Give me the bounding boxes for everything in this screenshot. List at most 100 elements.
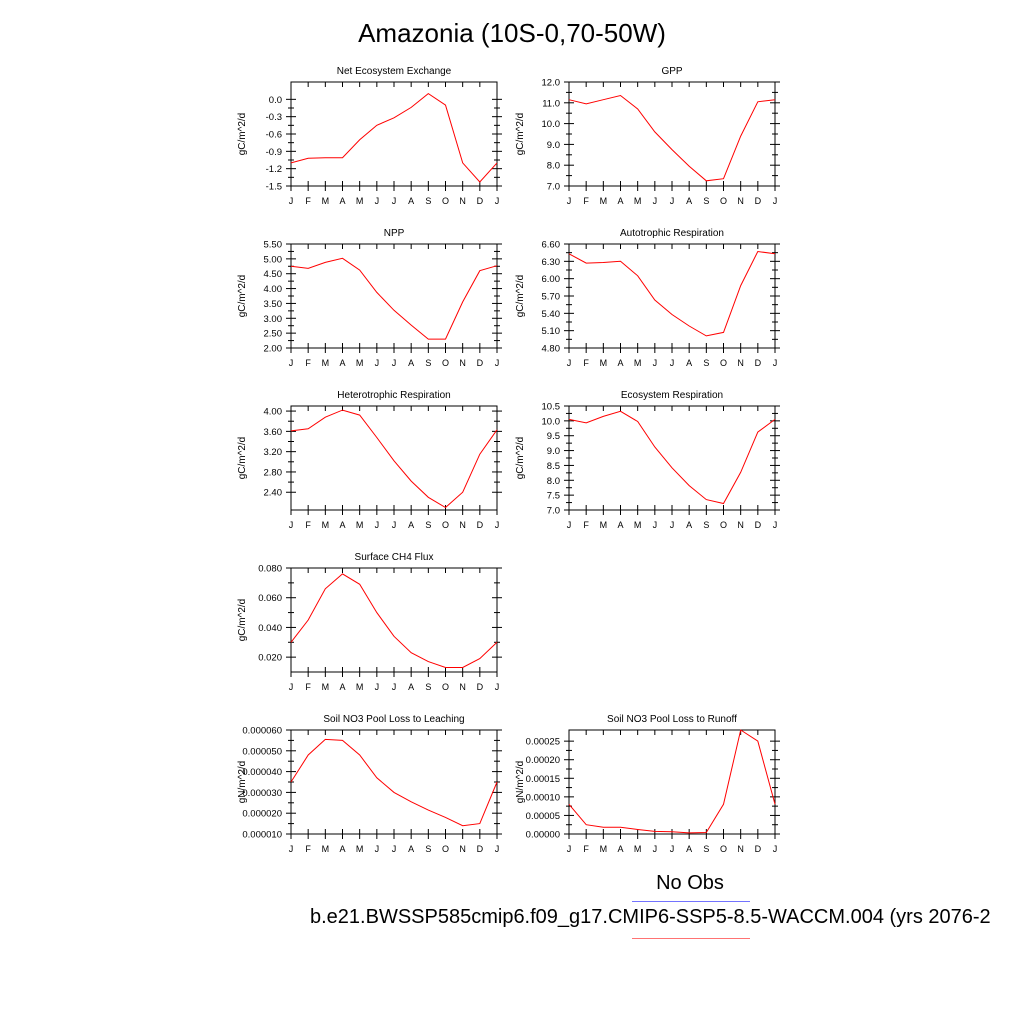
x-tick-label: O xyxy=(442,520,449,530)
x-tick-label: J xyxy=(495,196,500,206)
x-tick-label: A xyxy=(339,520,345,530)
plot-frame xyxy=(290,567,498,673)
panel-title: Soil NO3 Pool Loss to Runoff xyxy=(607,714,737,725)
x-tick-label: J xyxy=(392,358,397,368)
panel-title: Ecosystem Respiration xyxy=(621,390,723,401)
y-tick-label: 6.00 xyxy=(542,274,561,285)
x-tick-label: M xyxy=(322,844,330,854)
x-tick-label: O xyxy=(720,196,727,206)
y-tick-label: -1.5 xyxy=(266,182,282,193)
x-tick-label: A xyxy=(686,358,692,368)
y-tick-label: 2.40 xyxy=(264,488,283,499)
x-tick-label: N xyxy=(459,844,466,854)
x-tick-label: M xyxy=(356,844,364,854)
series-line xyxy=(568,250,776,337)
x-tick-label: O xyxy=(442,358,449,368)
y-tick-label: 3.50 xyxy=(264,299,283,310)
x-tick-label: M xyxy=(356,682,364,692)
x-tick-label: J xyxy=(289,844,294,854)
legend-obs-line xyxy=(632,901,750,902)
panel-title: GPP xyxy=(661,66,682,77)
y-tick-label: 0.080 xyxy=(258,564,282,575)
y-tick-label: 0.00020 xyxy=(526,755,560,766)
x-tick-label: N xyxy=(459,196,466,206)
x-tick-label: D xyxy=(477,682,484,692)
x-tick-label: D xyxy=(755,196,762,206)
x-tick-label: N xyxy=(737,196,744,206)
x-tick-label: A xyxy=(617,520,623,530)
x-tick-label: J xyxy=(567,196,572,206)
y-tick-label: 8.0 xyxy=(547,161,560,172)
x-tick-label: N xyxy=(459,358,466,368)
x-tick-label: D xyxy=(477,358,484,368)
panel-title: Heterotrophic Respiration xyxy=(337,390,450,401)
x-tick-label: O xyxy=(720,844,727,854)
x-tick-label: A xyxy=(617,358,623,368)
x-tick-label: M xyxy=(600,358,608,368)
x-tick-label: M xyxy=(600,196,608,206)
y-tick-label: 2.00 xyxy=(264,344,283,355)
x-tick-label: A xyxy=(686,520,692,530)
y-tick-label: 10.0 xyxy=(542,416,561,427)
y-axis-label: gN/m^2/d xyxy=(237,761,248,804)
series-line xyxy=(290,257,498,340)
plot-frame xyxy=(290,405,498,511)
panel-8: Soil NO3 Pool Loss to Leaching gN/m^2/d J F… xyxy=(237,714,502,854)
series-line xyxy=(568,729,776,834)
x-tick-label: J xyxy=(773,844,778,854)
x-tick-label: J xyxy=(289,358,294,368)
y-axis-label: gC/m^2/d xyxy=(237,113,248,156)
y-tick-label: 0.00005 xyxy=(526,811,560,822)
x-tick-label: N xyxy=(737,520,744,530)
x-tick-label: F xyxy=(583,358,589,368)
x-tick-label: M xyxy=(356,520,364,530)
y-tick-label: 0.000060 xyxy=(242,726,282,737)
y-axis-label: gC/m^2/d xyxy=(237,437,248,480)
y-tick-label: 3.00 xyxy=(264,314,283,325)
y-axis-label: gC/m^2/d xyxy=(237,599,248,642)
x-tick-label: F xyxy=(583,196,589,206)
x-tick-label: N xyxy=(737,844,744,854)
y-tick-label: 7.5 xyxy=(547,491,560,502)
x-tick-label: M xyxy=(634,844,642,854)
y-tick-label: 0.000040 xyxy=(242,767,282,778)
y-tick-label: 7.0 xyxy=(547,506,560,517)
y-axis-label: gC/m^2/d xyxy=(237,275,248,318)
x-tick-label: F xyxy=(305,196,311,206)
legend-case-label: b.e21.BWSSP585cmip6.f09_g17.CMIP6-SSP5-8… xyxy=(310,906,991,928)
x-tick-label: O xyxy=(442,196,449,206)
y-tick-label: 4.80 xyxy=(542,344,561,355)
y-tick-label: 0.000010 xyxy=(242,830,282,841)
x-tick-label: J xyxy=(495,844,500,854)
x-tick-label: J xyxy=(375,358,380,368)
x-tick-label: F xyxy=(583,520,589,530)
x-tick-label: A xyxy=(686,844,692,854)
x-tick-label: S xyxy=(425,844,431,854)
x-tick-label: A xyxy=(339,844,345,854)
y-axis-label: gC/m^2/d xyxy=(515,437,526,480)
x-tick-label: J xyxy=(495,520,500,530)
legend-case-line xyxy=(632,938,750,939)
series-line xyxy=(290,92,498,183)
y-tick-label: 8.5 xyxy=(547,461,560,472)
y-axis-label: gC/m^2/d xyxy=(515,275,526,318)
x-tick-label: J xyxy=(670,844,675,854)
x-tick-label: J xyxy=(289,682,294,692)
x-tick-label: J xyxy=(289,520,294,530)
x-tick-label: A xyxy=(339,196,345,206)
x-tick-label: J xyxy=(495,682,500,692)
y-tick-label: 10.5 xyxy=(542,402,561,413)
y-tick-label: 5.50 xyxy=(264,240,283,251)
y-tick-label: 10.0 xyxy=(542,119,561,130)
y-tick-label: 2.50 xyxy=(264,329,283,340)
x-tick-label: S xyxy=(425,520,431,530)
x-tick-label: M xyxy=(600,844,608,854)
x-tick-label: S xyxy=(425,358,431,368)
x-tick-label: M xyxy=(322,520,330,530)
x-tick-label: M xyxy=(634,358,642,368)
x-tick-label: M xyxy=(322,358,330,368)
series-line xyxy=(290,738,498,827)
